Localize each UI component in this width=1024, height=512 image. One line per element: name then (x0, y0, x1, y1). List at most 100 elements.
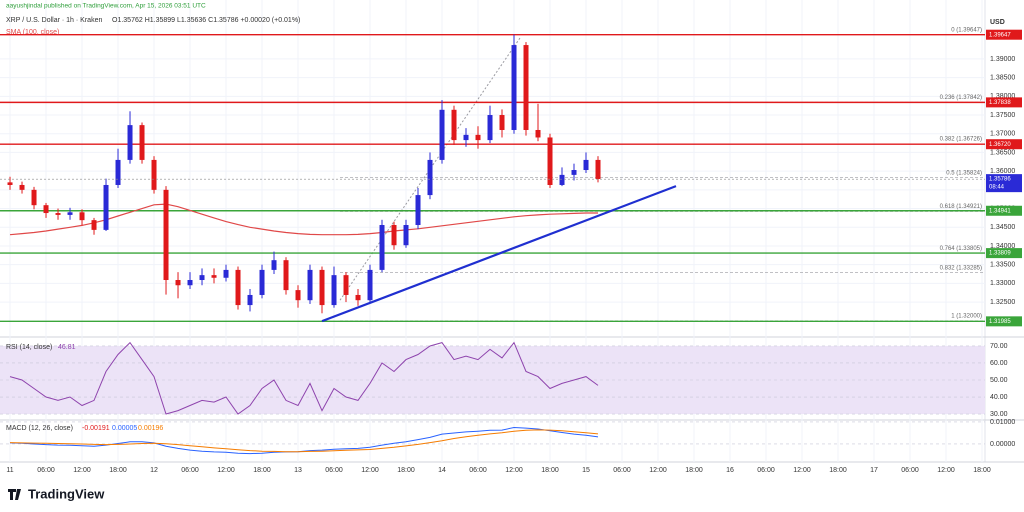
price-tag (986, 248, 1022, 259)
fib-label: 0.764 (1.33805) (940, 246, 982, 252)
fib-label: 0 (1.39647) (951, 27, 982, 33)
last-price-time: 08:44 (989, 185, 1005, 191)
candle-body (331, 275, 337, 306)
y-tick-label: 1.37500 (990, 112, 1015, 119)
plot (0, 34, 985, 455)
candle-body (295, 290, 301, 301)
fib-label: 0.618 (1.34921) (940, 204, 982, 210)
x-tick-label: 18:00 (253, 467, 271, 474)
price-tag-label: 1.31985 (989, 319, 1011, 325)
candle-body (283, 260, 289, 291)
logo-icon (8, 489, 21, 500)
y-tick-label: 1.37000 (990, 131, 1015, 138)
candle-body (463, 134, 469, 141)
candle-body (319, 269, 325, 306)
candle-body (211, 275, 217, 278)
x-tick-label: 18:00 (109, 467, 127, 474)
x-tick-label: 06:00 (325, 467, 343, 474)
x-tick-label: 12:00 (793, 467, 811, 474)
y-tick-label: 60.00 (990, 360, 1008, 367)
candle-body (307, 269, 313, 301)
indicator-line (9, 429, 599, 453)
y-tick-label: 1.33000 (990, 280, 1015, 287)
candle-body (391, 225, 397, 246)
candle-body (91, 220, 97, 230)
price-tag (986, 316, 1022, 327)
candle-body (79, 212, 85, 221)
x-tick-label: 15 (582, 467, 590, 474)
x-tick-label: 17 (870, 467, 878, 474)
candle-body (415, 195, 421, 226)
candle-body (559, 174, 565, 185)
candle-body (367, 269, 373, 301)
candle-body (271, 260, 277, 270)
candle-body (199, 275, 205, 281)
x-tick-label: 13 (294, 467, 302, 474)
sma-legend: SMA (100, close) (6, 29, 59, 36)
y-tick-label: 1.34500 (990, 224, 1015, 231)
candle-body (343, 275, 349, 295)
x-tick-label: 12:00 (217, 467, 235, 474)
candle-body (523, 45, 529, 130)
y-tick-label: 40.00 (990, 394, 1008, 401)
candle-body (115, 159, 121, 185)
last-price-label: 1.35786 (989, 177, 1011, 183)
y-tick-label: 1.33500 (990, 262, 1015, 269)
y-tick-label: 0.00000 (990, 441, 1015, 448)
x-tick-label: 06:00 (469, 467, 487, 474)
candle-body (487, 115, 493, 141)
x-tick-label: 12:00 (649, 467, 667, 474)
price-tag-label: 1.39647 (989, 32, 1011, 38)
y-tick-label: 0.01000 (990, 419, 1015, 426)
y-tick-label: 1.32500 (990, 299, 1015, 306)
currency: USD (990, 19, 1005, 26)
x-tick-label: 18:00 (397, 467, 415, 474)
y-tick-label: 30.00 (990, 411, 1008, 418)
y-tick-label: 1.36500 (990, 149, 1015, 156)
labels: aayushjindal published on TradingView.co… (6, 3, 1022, 501)
candle-body (439, 109, 445, 160)
price-tag (986, 29, 1022, 40)
fib-anchor (339, 37, 521, 301)
candle-body (475, 134, 481, 141)
x-tick-label: 18:00 (541, 467, 559, 474)
y-tick-label: 70.00 (990, 343, 1008, 350)
x-tick-label: 18:00 (685, 467, 703, 474)
y-tick-label: 50.00 (990, 377, 1008, 384)
y-tick-label: 1.34000 (990, 243, 1015, 250)
fib-label: 0.5 (1.35824) (946, 170, 982, 176)
candle-body (583, 159, 589, 171)
x-tick-label: 16 (726, 467, 734, 474)
price-tag (986, 205, 1022, 216)
candle-body (247, 294, 253, 306)
price-tag-label: 1.37838 (989, 100, 1011, 106)
candle-body (451, 109, 457, 141)
candle-body (19, 184, 25, 190)
candle-body (67, 212, 73, 215)
trendline (321, 185, 677, 323)
x-tick-label: 06:00 (613, 467, 631, 474)
rsi-value: 46.81 (58, 344, 76, 351)
x-tick-label: 14 (438, 467, 446, 474)
candle-body (43, 205, 49, 214)
candle-body (55, 213, 61, 215)
candle-body (235, 269, 241, 306)
rsi-legend: RSI (14, close) (6, 344, 52, 351)
candle-body (499, 115, 505, 130)
last-price-tag (986, 174, 1022, 193)
publisher: aayushjindal published on TradingView.co… (6, 3, 206, 10)
price-tag-label: 1.33809 (989, 251, 1011, 257)
candle-body (403, 225, 409, 246)
x-tick-label: 12 (150, 467, 158, 474)
x-tick-label: 18:00 (829, 467, 847, 474)
macd-legend: MACD (12, 26, close) (6, 425, 73, 432)
y-tick-label: 1.39000 (990, 56, 1015, 63)
candle-body (511, 45, 517, 130)
x-tick-label: 12:00 (937, 467, 955, 474)
candle-body (259, 269, 265, 295)
symbol: XRP / U.S. Dollar · 1h · Kraken (6, 17, 102, 24)
candle-body (355, 294, 361, 301)
macd-value: 0.00196 (138, 425, 163, 432)
candle-body (103, 184, 109, 230)
